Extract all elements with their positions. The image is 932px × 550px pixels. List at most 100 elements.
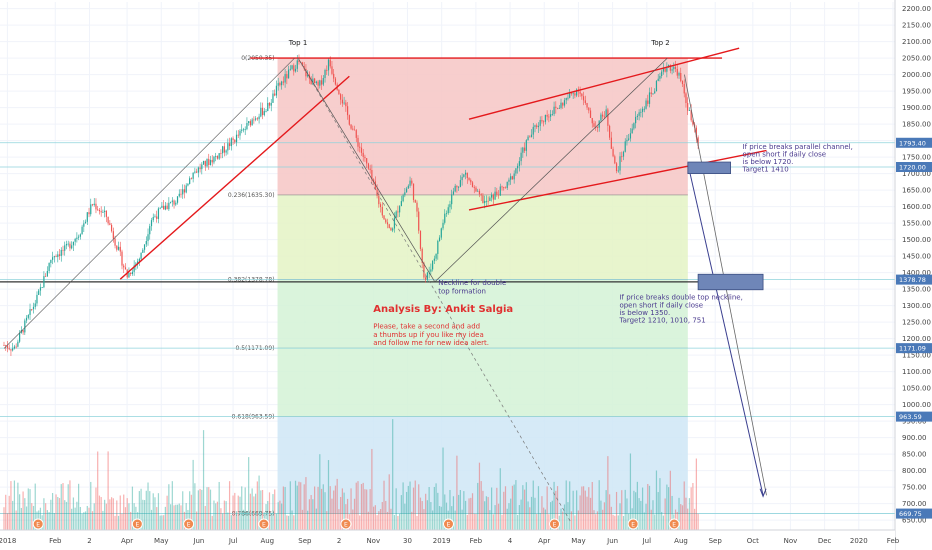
candle-body <box>430 269 432 272</box>
top1-to-neckline-line <box>297 57 436 283</box>
candle-body <box>402 195 404 202</box>
candle-body <box>593 123 595 127</box>
candle-body <box>173 200 175 205</box>
candle-body <box>293 65 295 72</box>
volume-bar <box>645 503 647 530</box>
y-tick-label: 2050.00 <box>902 55 931 63</box>
x-tick-label: Jul <box>642 537 652 545</box>
volume-bar <box>659 478 661 530</box>
right-channel-upper-line <box>468 47 740 120</box>
candle-body <box>614 156 616 164</box>
volume-bar <box>173 505 175 530</box>
volume-bar <box>100 497 102 530</box>
candle-body <box>147 234 149 242</box>
target-arrow-line <box>687 163 764 496</box>
candle-body <box>258 116 260 120</box>
channel-note-line3: is below 1720. <box>743 158 794 166</box>
volume-bar <box>228 481 231 530</box>
candle-body <box>8 348 10 350</box>
left-channel-lower-line <box>119 75 350 280</box>
volume-bar <box>478 462 481 530</box>
candle-body <box>183 189 186 193</box>
candle-body <box>199 167 201 170</box>
candle-body <box>582 96 585 101</box>
volume-bar <box>13 480 16 530</box>
volume-bar <box>131 486 134 530</box>
candle-body <box>294 68 297 72</box>
fib-zone <box>277 194 688 280</box>
candle-body <box>419 230 422 249</box>
candle-body <box>197 167 199 173</box>
candle-body <box>400 201 402 207</box>
x-tick-label: 2 <box>87 537 91 545</box>
candle-body <box>13 346 16 349</box>
volume-bar <box>329 486 331 530</box>
volume-bar <box>480 481 482 530</box>
volume-bar <box>317 486 319 530</box>
volume-bar <box>681 505 684 530</box>
drawings <box>3 47 767 524</box>
volume-bar <box>432 510 434 530</box>
candle-body <box>362 152 364 157</box>
volume-bar <box>664 498 666 530</box>
volume-bar <box>574 515 576 530</box>
candle-body <box>312 78 314 85</box>
y-tick-label: 900.00 <box>902 434 927 442</box>
volume-bar <box>527 501 529 530</box>
volume-bar <box>589 497 592 530</box>
volume-bar <box>244 487 246 530</box>
candle-body <box>390 228 392 231</box>
volume-bar <box>239 496 241 530</box>
candle-body <box>442 222 444 229</box>
candle-body <box>41 287 43 289</box>
candle-body <box>164 205 166 210</box>
candle-body <box>456 185 458 188</box>
y-axis: 650.00700.00750.00800.00850.00900.00950.… <box>894 0 932 550</box>
candle-body <box>268 102 271 106</box>
candle-body <box>357 137 359 147</box>
candle-body <box>244 129 246 130</box>
volume-bar <box>71 508 73 530</box>
volume-bar <box>690 487 692 530</box>
volume-bar <box>171 481 173 530</box>
earnings-marker <box>627 518 639 530</box>
y-tick-label: 1150.00 <box>902 352 931 360</box>
candle-body <box>588 107 590 111</box>
candle-body <box>392 228 394 231</box>
candle-body <box>225 150 227 153</box>
please-note-line2: a thumbs up if you like my idea <box>373 331 484 339</box>
candle-body <box>57 254 59 257</box>
candle-body <box>289 68 291 70</box>
volume-bar <box>133 503 135 530</box>
volume-bar <box>468 498 470 530</box>
volume-bar <box>697 513 699 530</box>
y-tick-label: 1100.00 <box>902 368 931 376</box>
volume-bar <box>367 511 370 530</box>
volume-bar <box>130 511 132 530</box>
candle-body <box>128 272 130 278</box>
candle-body <box>551 114 553 115</box>
volume-bar <box>138 491 140 530</box>
candle-body <box>480 194 482 196</box>
volume-bar <box>211 515 213 530</box>
y-tick-label: 2000.00 <box>902 71 931 79</box>
volume-bar <box>222 513 224 530</box>
volume-bar <box>65 501 68 530</box>
volume-bar <box>412 487 415 530</box>
volume-bar <box>256 481 258 530</box>
volume-bar <box>64 500 66 530</box>
volume-bar <box>154 497 156 530</box>
volume-bar <box>161 515 163 530</box>
volume-bar <box>470 497 472 530</box>
candle-body <box>130 272 132 275</box>
candle-body <box>253 119 255 121</box>
candle-body <box>64 245 66 251</box>
candle-body <box>615 163 618 172</box>
earnings-marker <box>548 518 560 530</box>
candle-body <box>548 116 550 118</box>
volume-bar <box>643 512 645 530</box>
volume-bar <box>586 496 588 530</box>
fib-zone <box>277 348 688 417</box>
channel-note-line2: open short if daily close <box>743 150 827 158</box>
